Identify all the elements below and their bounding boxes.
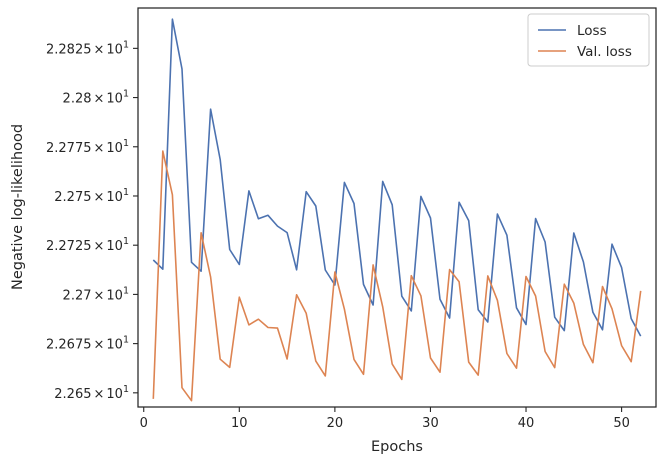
series-line-val-loss [152,150,642,402]
y-tick-label: 2.2825 × 101 [46,39,129,57]
y-tick-label: 2.2675 × 101 [46,335,129,353]
plot-frame [137,7,657,408]
y-tick-label: 2.27 × 101 [63,285,129,303]
y-tick-label: 2.28 × 101 [63,89,129,107]
legend: Loss Val. loss [527,13,650,67]
y-tick-label: 2.2775 × 101 [46,138,129,156]
legend-entry-label: Val. loss [577,44,632,60]
x-tick-label: 40 [518,416,535,431]
y-tick-label: 2.2725 × 101 [46,236,129,254]
y-tick-label: 2.265 × 101 [54,384,129,402]
x-tick-label: 10 [231,416,248,431]
x-tick-label: 20 [327,416,344,431]
x-tick-label: 50 [613,416,630,431]
x-axis-label: Epochs [371,439,423,455]
x-tick-label: 0 [140,416,148,431]
x-tick-label: 30 [422,416,439,431]
legend-entry-label: Loss [577,23,607,39]
y-axis-label: Negative log-likelihood [10,124,26,290]
y-tick-label: 2.275 × 101 [54,187,129,205]
series-line-loss [152,18,642,337]
legend-box [527,13,650,67]
